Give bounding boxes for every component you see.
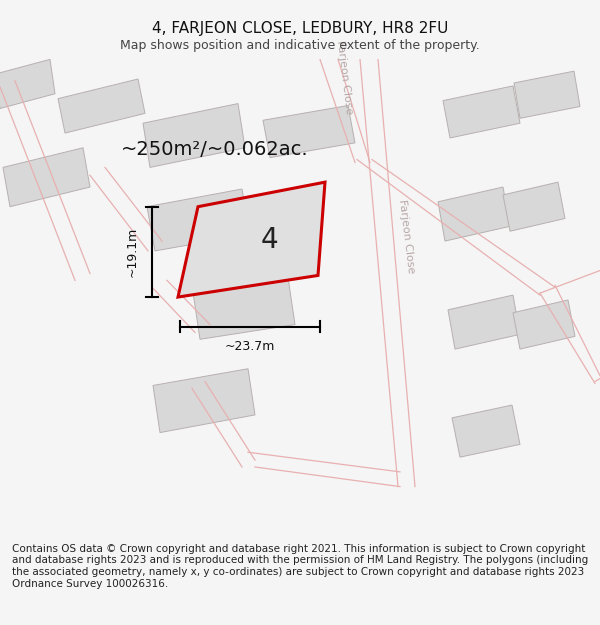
Text: 4, FARJEON CLOSE, LEDBURY, HR8 2FU: 4, FARJEON CLOSE, LEDBURY, HR8 2FU	[152, 21, 448, 36]
Polygon shape	[438, 187, 510, 241]
Polygon shape	[263, 106, 355, 158]
Text: Farjeon Close: Farjeon Close	[397, 199, 416, 274]
Polygon shape	[443, 86, 520, 138]
Polygon shape	[143, 104, 245, 168]
Polygon shape	[448, 295, 520, 349]
Polygon shape	[513, 300, 575, 349]
Polygon shape	[452, 405, 520, 457]
Polygon shape	[147, 189, 250, 251]
Polygon shape	[3, 148, 90, 207]
Polygon shape	[503, 182, 565, 231]
Polygon shape	[58, 79, 145, 133]
Text: ~19.1m: ~19.1m	[125, 227, 139, 277]
Text: Farjeon Close: Farjeon Close	[335, 39, 355, 114]
Polygon shape	[514, 71, 580, 118]
Text: 4: 4	[261, 226, 278, 254]
Polygon shape	[0, 59, 55, 109]
Text: ~250m²/~0.062ac.: ~250m²/~0.062ac.	[121, 140, 309, 159]
Polygon shape	[193, 278, 295, 339]
Text: Contains OS data © Crown copyright and database right 2021. This information is : Contains OS data © Crown copyright and d…	[12, 544, 588, 589]
Polygon shape	[153, 369, 255, 432]
Text: ~23.7m: ~23.7m	[225, 339, 275, 352]
Text: Map shows position and indicative extent of the property.: Map shows position and indicative extent…	[120, 39, 480, 52]
Polygon shape	[178, 182, 325, 297]
